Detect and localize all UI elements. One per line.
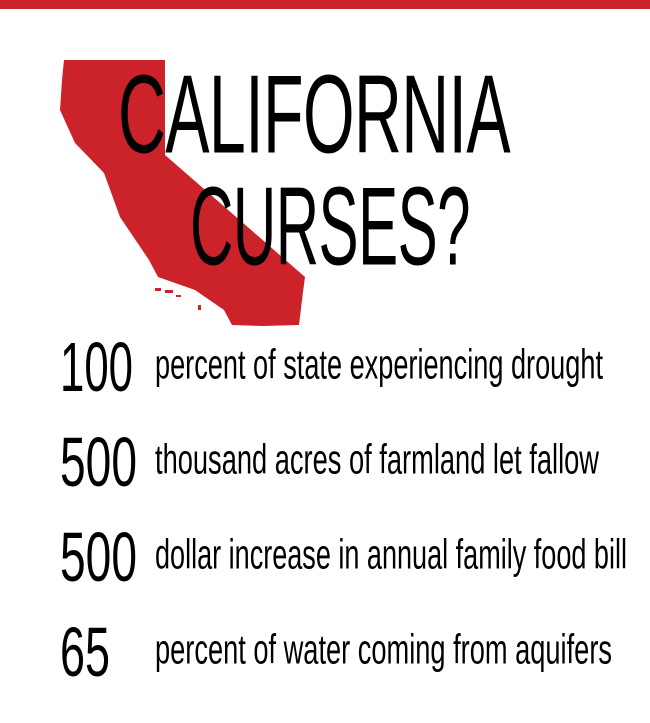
stat-label: thousand acres of farmland let fallow	[155, 436, 599, 484]
stat-label: dollar increase in annual family food bi…	[155, 531, 627, 579]
stat-number: 65	[60, 612, 110, 691]
stat-label: percent of water coming from aquifers	[155, 626, 612, 674]
stat-number: 100	[60, 327, 133, 406]
title-line-2: CURSES?	[190, 163, 471, 288]
stat-number: 500	[60, 422, 137, 501]
stat-label: percent of state experiencing drought	[155, 341, 603, 389]
title-line-1: CALIFORNIA	[118, 51, 511, 176]
top-accent-bar	[0, 0, 650, 9]
stat-number: 500	[60, 517, 137, 596]
